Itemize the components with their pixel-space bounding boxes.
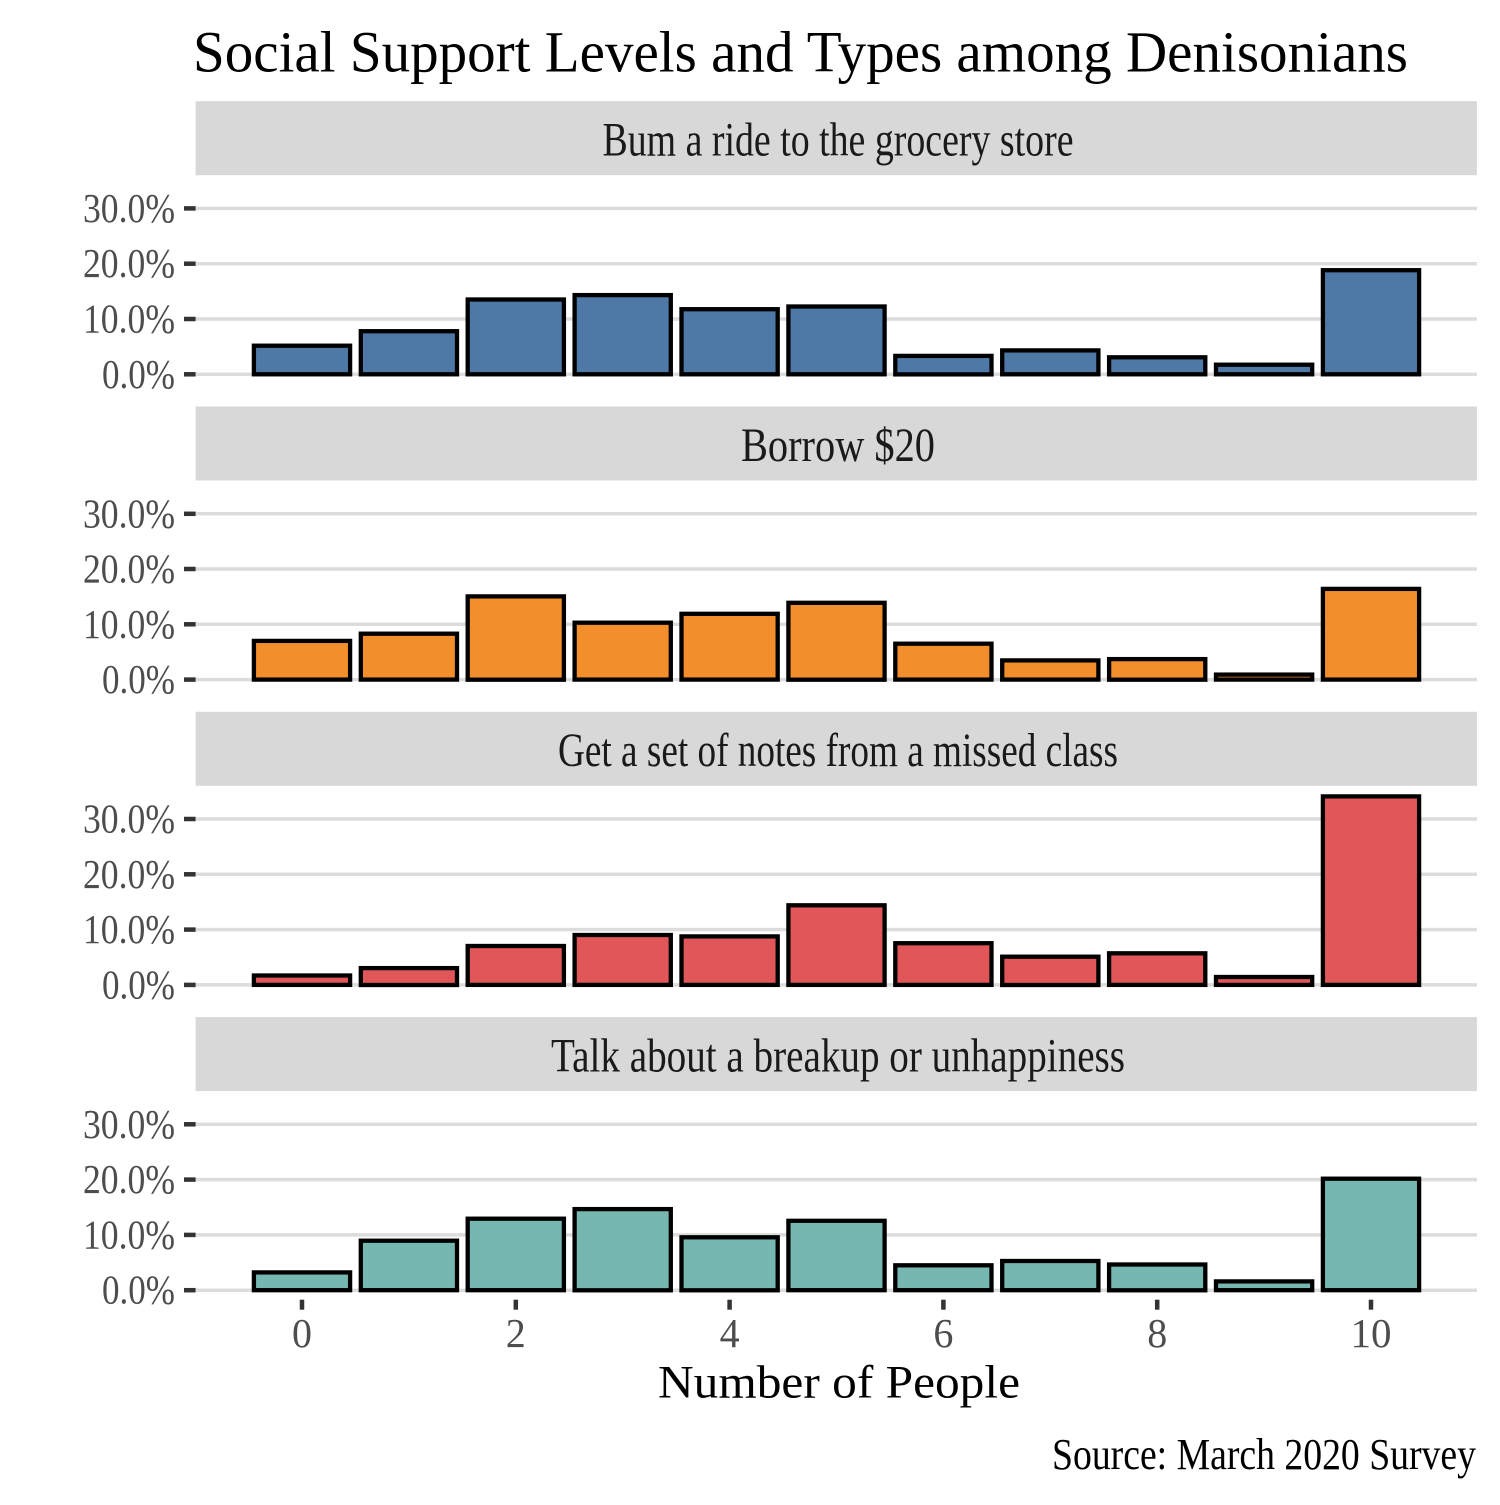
- svg-text:20.0%: 20.0%: [83, 851, 175, 897]
- svg-text:20.0%: 20.0%: [83, 546, 175, 592]
- svg-text:Source: March 2020 Survey: Source: March 2020 Survey: [1052, 1430, 1476, 1479]
- svg-text:0.0%: 0.0%: [102, 961, 175, 1007]
- svg-text:Talk about a breakup or unhapp: Talk about a breakup or unhappiness: [551, 1029, 1125, 1082]
- svg-text:10.0%: 10.0%: [83, 1211, 175, 1257]
- svg-text:8: 8: [1147, 1310, 1167, 1356]
- svg-text:0: 0: [292, 1310, 312, 1356]
- svg-text:Borrow $20: Borrow $20: [741, 419, 935, 472]
- svg-text:0.0%: 0.0%: [102, 1267, 175, 1313]
- svg-text:30.0%: 30.0%: [83, 1101, 175, 1147]
- svg-text:Number of People: Number of People: [658, 1357, 1020, 1409]
- svg-text:30.0%: 30.0%: [83, 490, 175, 536]
- svg-text:10: 10: [1351, 1310, 1392, 1356]
- svg-text:Social Support Levels and Type: Social Support Levels and Types among De…: [193, 20, 1408, 85]
- svg-text:Get a set of notes from a miss: Get a set of notes from a missed class: [558, 724, 1118, 777]
- svg-text:10.0%: 10.0%: [83, 906, 175, 952]
- svg-text:6: 6: [933, 1310, 953, 1356]
- svg-text:10.0%: 10.0%: [83, 296, 175, 342]
- svg-text:30.0%: 30.0%: [83, 185, 175, 231]
- svg-text:20.0%: 20.0%: [83, 1156, 175, 1202]
- svg-text:30.0%: 30.0%: [83, 796, 175, 842]
- svg-text:20.0%: 20.0%: [83, 240, 175, 286]
- svg-text:0.0%: 0.0%: [102, 351, 175, 397]
- svg-text:Bum a ride to the grocery stor: Bum a ride to the grocery store: [603, 114, 1074, 167]
- svg-text:4: 4: [720, 1310, 740, 1356]
- svg-text:10.0%: 10.0%: [83, 601, 175, 647]
- svg-text:0.0%: 0.0%: [102, 656, 175, 702]
- svg-text:2: 2: [506, 1310, 526, 1356]
